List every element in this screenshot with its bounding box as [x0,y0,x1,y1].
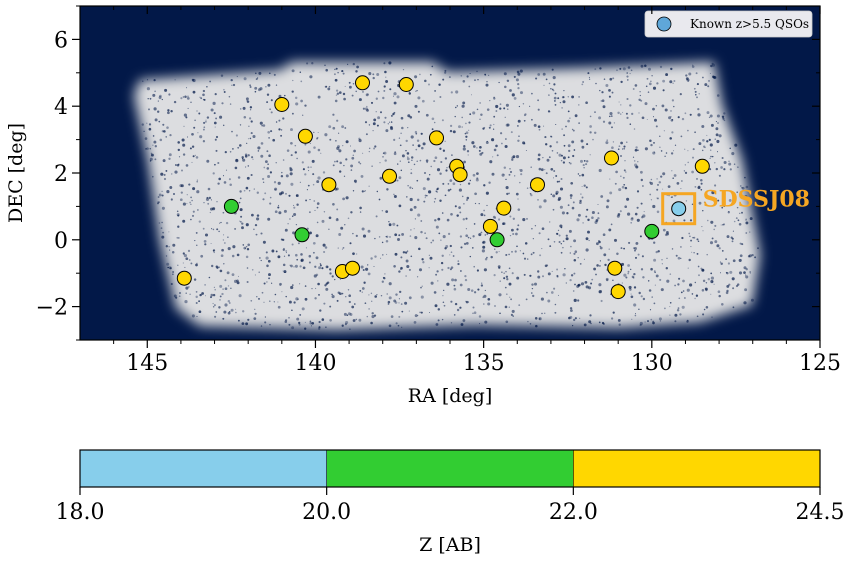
source-point [355,75,370,91]
colorbar-tick-label: 22.0 [549,500,598,525]
source-point [644,223,660,239]
source-point [482,218,498,234]
colorbar-tick-label: 24.5 [796,500,845,525]
source-point [297,128,313,144]
source-point [345,260,360,276]
colorbar-segment [80,450,327,487]
x-axis-label: RA [deg] [408,385,492,407]
x-tick-label: 130 [631,351,673,376]
source-point [398,77,414,92]
survey-footprint [134,61,760,330]
y-axis-label: DEC [deg] [5,123,27,223]
colorbar-label: Z [AB] [419,534,481,556]
source-point [176,270,192,286]
source-point [610,284,626,300]
footprint-texture [141,61,759,330]
legend-box [644,10,813,38]
x-tick-label: 145 [126,351,168,376]
source-point [223,198,239,214]
source-point [489,232,505,248]
colorbar-frame [79,449,821,488]
source-point [671,201,687,217]
sources-layer [176,75,710,300]
source-point [452,167,468,183]
source-point [321,177,337,193]
y-tick-label: −2 [36,296,68,321]
x-axis: 145 140 135 130 125 [113,6,841,376]
source-point [429,130,444,146]
source-point [382,168,397,184]
annotation-layer: SDSSJ08 [661,187,810,226]
y-tick-label: 4 [54,95,68,120]
y-tick-label: 0 [54,229,68,254]
legend: Known z>5.5 QSOs [644,10,813,38]
colorbar-ticks: 18.0 20.0 22.0 24.5 [56,450,845,525]
y-tick-label: 2 [54,162,68,187]
source-point [530,177,545,193]
annotation-label: SDSSJ08 [703,187,810,213]
annotation-box [661,192,697,226]
colorbar-tick-label: 20.0 [302,500,351,525]
source-point [694,158,710,174]
y-tick-label: 6 [54,28,68,53]
source-point [496,200,512,216]
source-point [607,260,623,276]
x-tick-label: 140 [294,351,336,376]
legend-label: Known z>5.5 QSOs [690,17,809,31]
legend-marker [656,16,672,32]
colorbar-tick-label: 18.0 [56,500,105,525]
colorbar [80,450,820,487]
colorbar-segment [573,450,820,487]
source-point [294,227,310,243]
y-axis: −2 0 2 4 6 [36,5,820,341]
colorbar-segment [326,450,574,487]
footprint-region [134,62,760,330]
x-tick-label: 125 [799,351,841,376]
x-tick-label: 135 [463,351,505,376]
source-point [604,150,619,166]
source-point [274,97,290,112]
